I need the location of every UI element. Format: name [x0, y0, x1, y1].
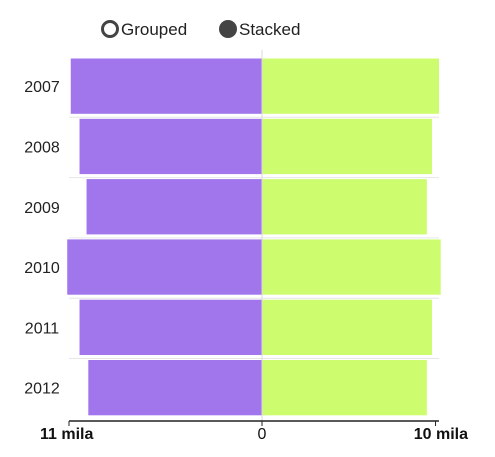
- bar-left-2011[interactable]: [79, 299, 262, 355]
- bar-left-2012[interactable]: [88, 360, 262, 416]
- bars: [67, 58, 441, 416]
- x-tick-label: 0: [258, 426, 267, 443]
- bar-left-2009[interactable]: [86, 179, 262, 235]
- bar-left-2007[interactable]: [70, 58, 262, 114]
- bar-right-2008[interactable]: [262, 118, 433, 175]
- legend-label[interactable]: Grouped: [121, 20, 187, 39]
- bar-right-2012[interactable]: [262, 360, 427, 416]
- x-tick-label: 11 mila: [40, 426, 93, 443]
- bar-left-2010[interactable]: [67, 239, 262, 295]
- legend-option-stacked[interactable]: Stacked: [219, 20, 300, 39]
- y-tick-label: 2008: [24, 139, 60, 156]
- radio-unselected-icon[interactable]: [101, 20, 119, 38]
- bar-right-2011[interactable]: [262, 299, 433, 355]
- grid-lines: [69, 116, 439, 359]
- y-tick-label: 2007: [24, 79, 60, 96]
- legend: Grouped Stacked: [101, 20, 300, 39]
- legend-option-grouped[interactable]: Grouped: [101, 20, 188, 39]
- bar-right-2007[interactable]: [262, 58, 439, 114]
- axes: 2007 2008 2009 2010 2011 2012 11 mila 0 10 mila: [24, 50, 468, 443]
- x-tick-label: 10 mila: [414, 426, 468, 443]
- y-tick-label: 2009: [24, 200, 60, 217]
- bar-right-2010[interactable]: [262, 239, 441, 295]
- y-tick-label: 2011: [25, 320, 60, 337]
- y-tick-label: 2010: [24, 260, 60, 277]
- y-tick-label: 2012: [24, 381, 60, 398]
- legend-label[interactable]: Stacked: [239, 20, 300, 39]
- radio-selected-icon[interactable]: [219, 20, 237, 38]
- bar-left-2008[interactable]: [79, 118, 262, 175]
- bar-right-2009[interactable]: [262, 179, 427, 235]
